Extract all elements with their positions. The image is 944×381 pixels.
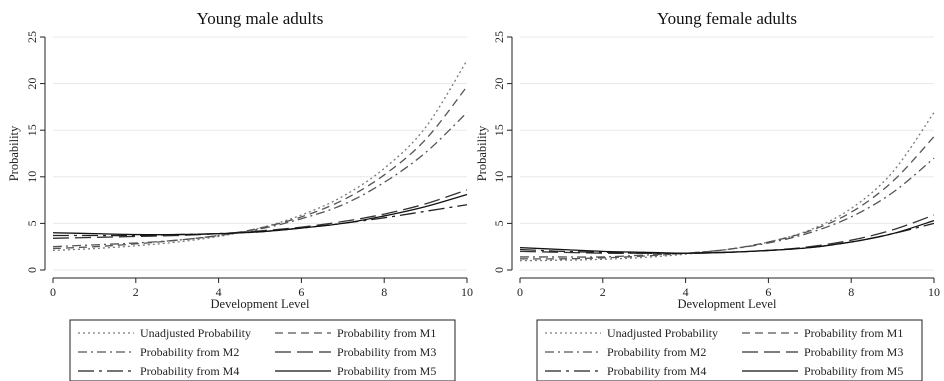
panel-2-x-tick-label: 8 bbox=[848, 285, 854, 299]
panel-1-y-tick-label: 15 bbox=[25, 124, 39, 136]
panel-1-y-tick-label: 0 bbox=[25, 267, 39, 273]
panel-1-y-tick-label: 10 bbox=[25, 171, 39, 183]
panel-1-series-1-line bbox=[52, 59, 468, 252]
panel-2-series-6-line bbox=[519, 219, 935, 254]
panel-1-x-axis-label: Development Level bbox=[211, 297, 310, 311]
panel-2-y-tick-label: 20 bbox=[492, 78, 506, 90]
panel-1-y-tick-label: 5 bbox=[25, 220, 39, 226]
panel-2-legend-label-3: Probability from M2 bbox=[607, 345, 706, 359]
panel-2-legend: Unadjusted Probability Probability from M… bbox=[536, 319, 923, 381]
panel-1-x-tick-label: 6 bbox=[298, 285, 304, 299]
panel-2-y-tick-label: 5 bbox=[492, 220, 506, 226]
panel-2-x-tick-label: 6 bbox=[765, 285, 771, 299]
panel-2-legend-label-4: Probability from M3 bbox=[804, 345, 903, 359]
panel-1-legend: Unadjusted Probability Probability from M… bbox=[69, 319, 456, 381]
panel-2-legend-box bbox=[536, 319, 923, 381]
panel-1-series-6-line bbox=[52, 193, 468, 236]
panel-1-x-tick-label: 2 bbox=[133, 285, 139, 299]
panel-1-legend-label-4: Probability from M3 bbox=[337, 345, 436, 359]
panel-1-legend-label-2: Probability from M1 bbox=[337, 326, 436, 340]
panel-2: 0 5 10 15 20 25 0 2 4 6 8 10 Young female adults Deve… bbox=[475, 9, 940, 381]
panel-2-y-tick-label: 25 bbox=[492, 31, 506, 43]
panel-2-series-3-line bbox=[520, 157, 935, 258]
panel-1-y-tick-label: 25 bbox=[25, 31, 39, 43]
panel-1-y-tick-label: 20 bbox=[25, 78, 39, 90]
panel-2-x-tick-label: 10 bbox=[928, 285, 940, 299]
panel-2-y-tick-label: 10 bbox=[492, 171, 506, 183]
panel-1-legend-label-1: Unadjusted Probability bbox=[140, 326, 251, 340]
panel-2-x-axis-label: Development Level bbox=[678, 297, 777, 311]
panel-1-series-4-line bbox=[52, 189, 468, 239]
panel-2-series-4-line bbox=[519, 214, 935, 254]
panel-1-legend-label-5: Probability from M4 bbox=[140, 364, 239, 378]
panel-2-legend-label-1: Unadjusted Probability bbox=[607, 326, 718, 340]
panel-2-x-tick-label: 0 bbox=[517, 285, 523, 299]
panel-2-legend-label-6: Probability from M5 bbox=[804, 364, 903, 378]
panel-1: 0 5 10 15 20 25 0 2 4 6 8 10 Young male adults Develo… bbox=[7, 9, 473, 381]
panel-2-y-tick-label: 0 bbox=[492, 267, 506, 273]
panel-1-legend-label-3: Probability from M2 bbox=[140, 345, 239, 359]
panel-2-y-axis-label: Probability bbox=[475, 125, 489, 181]
panel-1-series-2-line bbox=[52, 86, 468, 250]
panel-2-legend-label-5: Probability from M4 bbox=[607, 364, 706, 378]
panel-2-series-2-line bbox=[519, 136, 935, 260]
panel-1-series-3-line bbox=[52, 112, 468, 248]
panel-1-x-tick-label: 4 bbox=[216, 285, 222, 299]
panel-2-x-tick-label: 2 bbox=[600, 285, 606, 299]
panel-1-x-tick-label: 8 bbox=[381, 285, 387, 299]
panel-1-legend-label-6: Probability from M5 bbox=[337, 364, 436, 378]
panel-2-x-tick-label: 4 bbox=[683, 285, 689, 299]
panel-1-x-tick-label: 10 bbox=[461, 285, 473, 299]
panel-2-title: Young female adults bbox=[657, 9, 797, 28]
panel-2-series-1-line bbox=[519, 112, 935, 262]
panel-2-legend-label-2: Probability from M1 bbox=[804, 326, 903, 340]
panel-2-y-tick-label: 15 bbox=[492, 124, 506, 136]
panel-1-x-tick-label: 0 bbox=[50, 285, 56, 299]
panel-1-y-axis-label: Probability bbox=[7, 125, 21, 181]
panel-1-legend-box bbox=[69, 319, 456, 381]
panel-1-title: Young male adults bbox=[197, 9, 324, 28]
